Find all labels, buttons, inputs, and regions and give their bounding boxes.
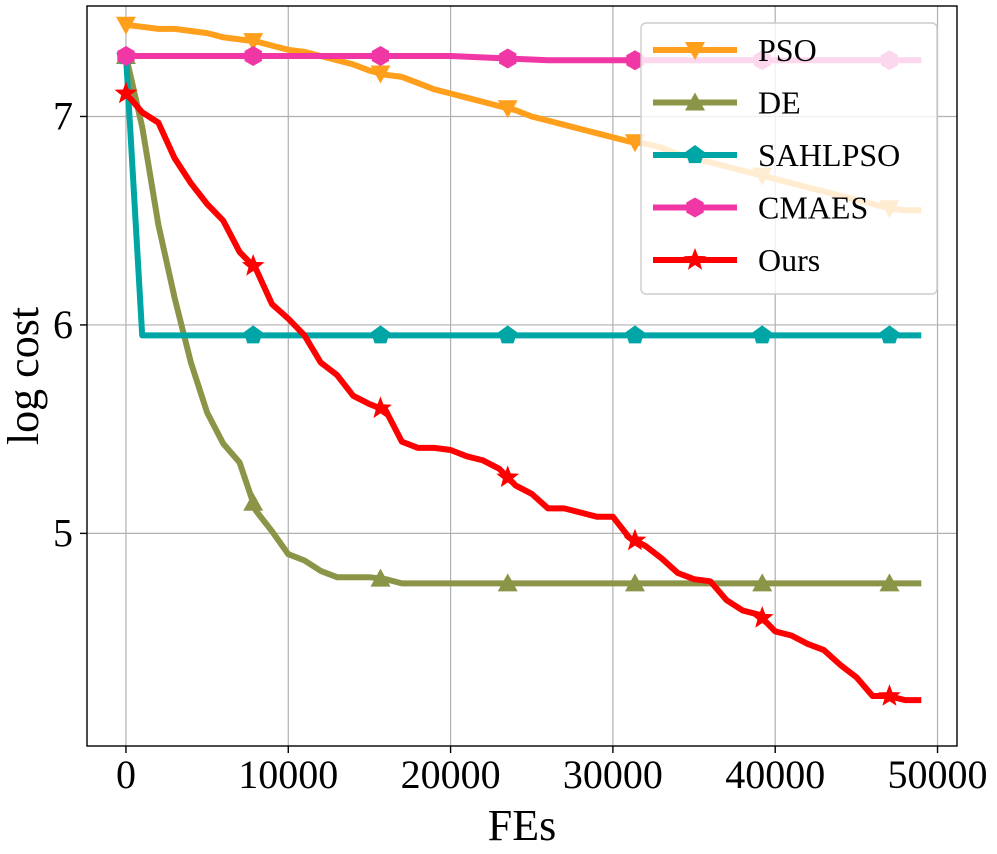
legend-marker: [686, 197, 704, 218]
data-point: [624, 134, 645, 153]
data-point: [117, 46, 135, 66]
series-ours: [114, 81, 922, 706]
y-tick-label: 7: [53, 93, 73, 138]
y-axis-title: log cost: [0, 307, 48, 445]
y-tick-label: 6: [53, 302, 73, 347]
legend-label: CMAES: [758, 190, 868, 226]
legend-item: DE: [653, 85, 801, 121]
data-point: [371, 46, 390, 66]
x-axis-title: FEs: [488, 801, 556, 850]
x-tick-label: 30000: [563, 752, 663, 797]
legend-label: PSO: [758, 32, 817, 68]
data-point: [880, 325, 899, 344]
axis-ticks: 0 10000 20000 30000 40000 50000 5 6 7: [53, 93, 988, 797]
data-point: [879, 573, 900, 592]
legend-label: SAHLPSO: [758, 137, 900, 173]
data-point: [370, 65, 391, 84]
data-point: [497, 573, 518, 592]
data-point: [752, 573, 773, 592]
series-line: [123, 55, 922, 587]
data-point: [625, 325, 645, 344]
legend-marker: [685, 145, 705, 164]
legend-label: Ours: [758, 242, 820, 278]
series-line: [123, 91, 922, 704]
x-tick-label: 50000: [888, 752, 988, 797]
data-point: [623, 528, 647, 551]
data-point: [243, 33, 264, 52]
data-point: [752, 325, 772, 344]
series-line: [123, 55, 922, 339]
legend-box: [640, 22, 938, 295]
data-point: [626, 50, 644, 71]
x-tick-label: 40000: [725, 752, 825, 797]
data-point: [115, 16, 136, 35]
legend: PSO DE SAHLPSO CMAES Ours: [640, 22, 938, 295]
data-point: [498, 325, 518, 344]
data-point: [371, 325, 390, 344]
legend-item: CMAES: [653, 190, 868, 226]
legend-item: Ours: [653, 242, 820, 278]
x-tick-label: 0: [116, 752, 136, 797]
data-point: [496, 465, 520, 488]
data-point: [241, 254, 265, 276]
legend-label: DE: [758, 85, 801, 121]
data-point: [624, 573, 645, 592]
legend-item: SAHLPSO: [653, 137, 900, 173]
x-tick-label: 20000: [401, 752, 501, 797]
legend-marker: [683, 248, 707, 270]
data-point: [370, 568, 391, 587]
data-point: [243, 492, 264, 511]
data-point: [114, 81, 138, 104]
legend-marker: [685, 92, 705, 111]
data-point: [878, 684, 901, 706]
x-tick-label: 10000: [238, 752, 338, 797]
data-point: [244, 46, 262, 66]
legend-item: PSO: [653, 32, 817, 68]
legend-marker: [685, 42, 705, 60]
y-tick-label: 5: [53, 510, 73, 555]
plot-frame: [86, 5, 958, 747]
data-point: [243, 325, 263, 344]
data-point: [750, 606, 774, 628]
data-point: [369, 396, 392, 419]
data-point: [497, 100, 518, 119]
data-point: [499, 48, 517, 69]
